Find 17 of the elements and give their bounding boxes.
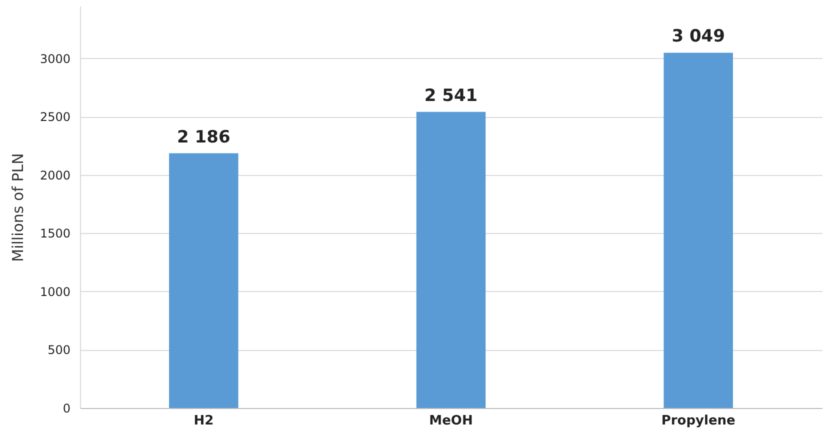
y-tick-label: 1000 [40, 284, 70, 299]
data-label: 2 541 [424, 86, 478, 106]
y-tick-label: 500 [48, 343, 70, 358]
y-axis-title: Millions of PLN [8, 153, 27, 262]
y-tick-label: 3000 [40, 52, 70, 66]
y-tick-label: 2000 [40, 168, 70, 182]
bar [169, 153, 238, 408]
y-tick-label: 2500 [40, 110, 70, 124]
bar [664, 52, 733, 408]
data-label: 2 186 [177, 127, 230, 148]
bar [416, 112, 486, 408]
x-tick-label: Propylene [661, 414, 736, 428]
x-tick-label: MeOH [429, 414, 473, 428]
y-tick-label: 0 [62, 402, 70, 416]
y-tick-label: 1500 [40, 226, 70, 241]
data-label: 3 049 [672, 26, 725, 47]
x-tick-label: H2 [194, 414, 214, 428]
